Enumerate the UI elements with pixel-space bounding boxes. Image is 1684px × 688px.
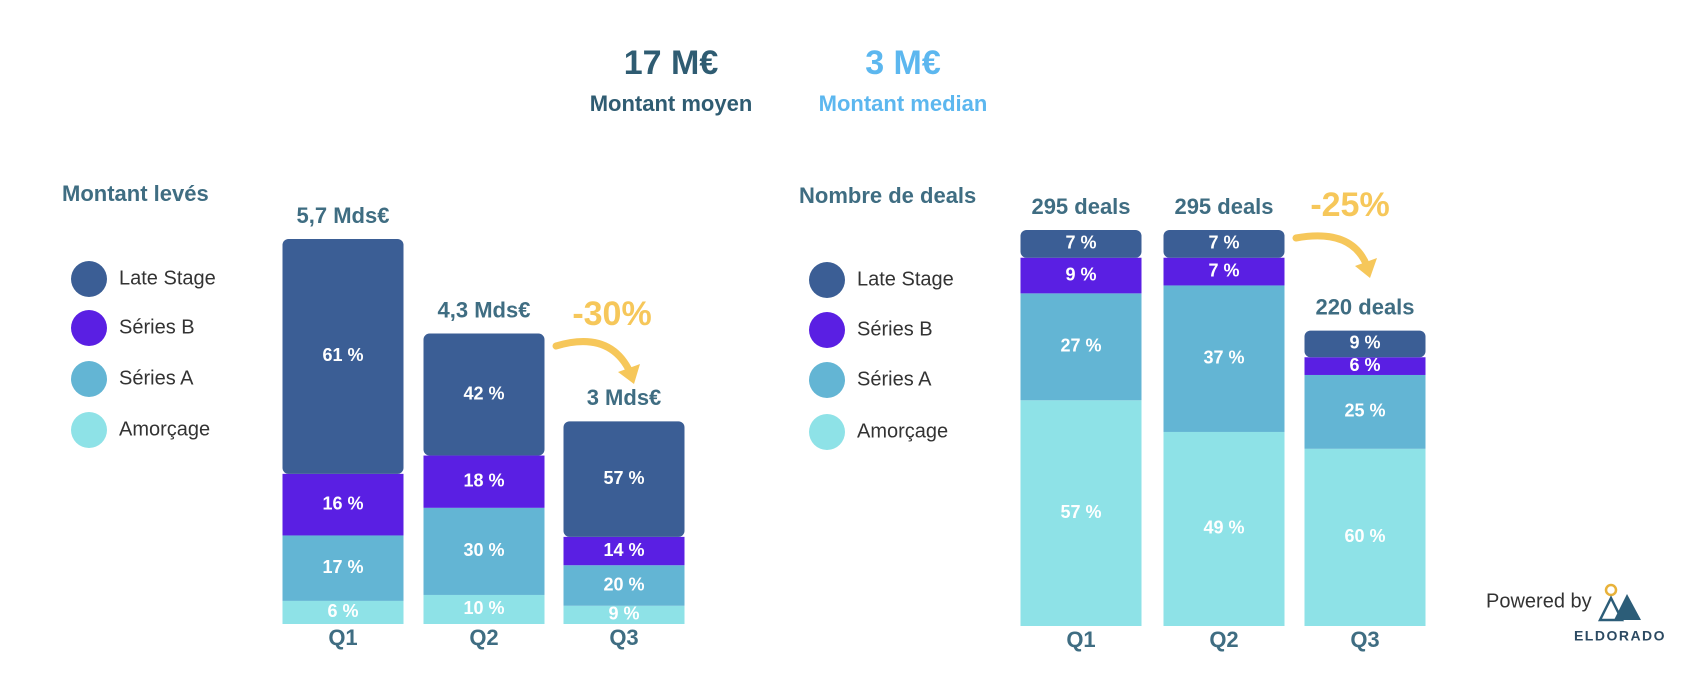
segment-label: 61 % (322, 345, 363, 365)
segment-label: 9 % (1349, 333, 1380, 353)
kpi-value: 17 M€ (624, 44, 719, 82)
segment-label: 27 % (1060, 336, 1101, 356)
segment-label: 25 % (1344, 401, 1385, 421)
legend-swatch (71, 261, 107, 297)
bar-segment (423, 507, 545, 595)
legend-swatch (809, 362, 845, 398)
bar-segment (282, 535, 404, 601)
bar-segment (282, 600, 404, 624)
legend-swatch (809, 312, 845, 348)
legend-label: Séries B (857, 318, 933, 340)
legend-label: Late Stage (119, 267, 216, 289)
total-label: 295 deals (1174, 194, 1273, 219)
bar-segment (1163, 230, 1285, 258)
segment-label: 49 % (1203, 518, 1244, 538)
legend-swatch (71, 361, 107, 397)
bar-segment (423, 455, 545, 508)
segment-label: 7 % (1208, 233, 1239, 253)
segment-label: 16 % (322, 493, 363, 513)
bar-segment (563, 536, 685, 566)
logo (1597, 583, 1641, 622)
legend-label: Late Stage (857, 268, 954, 290)
x-tick-label: Q1 (328, 625, 357, 650)
total-label: 220 deals (1315, 294, 1414, 319)
annotation: -30% (572, 295, 651, 333)
segment-label: 6 % (1349, 355, 1380, 375)
total-label: 5,7 Mds€ (297, 203, 390, 228)
arrow (552, 338, 634, 376)
segment-label: 42 % (463, 383, 504, 403)
bar-segment (563, 421, 685, 537)
bar-segment (1304, 357, 1426, 375)
segment-label: 20 % (603, 574, 644, 594)
bar-segment (1163, 285, 1285, 432)
bar-segment (423, 594, 545, 624)
total-label: 4,3 Mds€ (438, 297, 531, 322)
segment-label: 18 % (463, 470, 504, 490)
arrow-head (1355, 258, 1377, 278)
legend-swatch (71, 412, 107, 448)
segment-label: 14 % (603, 540, 644, 560)
x-tick-label: Q3 (609, 625, 638, 650)
bar-segment (1020, 400, 1142, 626)
bar-segment (1163, 431, 1285, 626)
legend-label: Amorçage (119, 418, 210, 440)
x-tick-label: Q2 (1209, 627, 1238, 652)
chart-title: Montant levés (62, 181, 209, 206)
arrow (1292, 232, 1371, 270)
chart-title: Nombre de deals (799, 183, 976, 208)
bar-segment (1163, 257, 1285, 286)
bar-segment (1304, 374, 1426, 449)
kpi-value: 3 M€ (865, 44, 941, 82)
bar-segment (1020, 230, 1142, 258)
x-tick-label: Q3 (1350, 627, 1379, 652)
segment-label: 10 % (463, 598, 504, 618)
segment-label: 7 % (1065, 233, 1096, 253)
kpi-label: Montant median (819, 91, 988, 116)
legend-label: Séries A (119, 367, 194, 389)
segment-label: 17 % (322, 557, 363, 577)
legend-swatch (809, 414, 845, 450)
bar-segment (423, 333, 545, 456)
segment-label: 9 % (1065, 264, 1096, 284)
bar-segment (282, 473, 404, 536)
x-tick-label: Q1 (1066, 627, 1095, 652)
kpi-label: Montant moyen (590, 91, 753, 116)
arrow-head (618, 364, 640, 384)
bar-segment (563, 605, 685, 624)
segment-label: 60 % (1344, 526, 1385, 546)
legend-label: Amorçage (857, 420, 948, 442)
segment-label: 9 % (608, 604, 639, 624)
total-label: 3 Mds€ (587, 385, 662, 410)
bar-segment (1020, 293, 1142, 401)
legend-swatch (809, 262, 845, 298)
bar-segment (1304, 448, 1426, 626)
legend-swatch (71, 310, 107, 346)
segment-label: 57 % (1060, 502, 1101, 522)
bar-segment (282, 239, 404, 474)
segment-label: 57 % (603, 468, 644, 488)
legend-label: Séries B (119, 316, 195, 338)
segment-label: 7 % (1208, 260, 1239, 280)
bar-segment (1304, 330, 1426, 358)
segment-label: 37 % (1203, 347, 1244, 367)
x-tick-label: Q2 (469, 625, 498, 650)
segment-label: 30 % (463, 540, 504, 560)
powered-by: Powered by (1486, 590, 1592, 612)
legend-label: Séries A (857, 368, 932, 390)
annotation: -25% (1310, 186, 1389, 224)
bar-segment (1020, 257, 1142, 294)
total-label: 295 deals (1031, 194, 1130, 219)
bar-segment (563, 565, 685, 606)
segment-label: 6 % (327, 601, 358, 621)
brand: ELDORADO (1574, 628, 1666, 644)
